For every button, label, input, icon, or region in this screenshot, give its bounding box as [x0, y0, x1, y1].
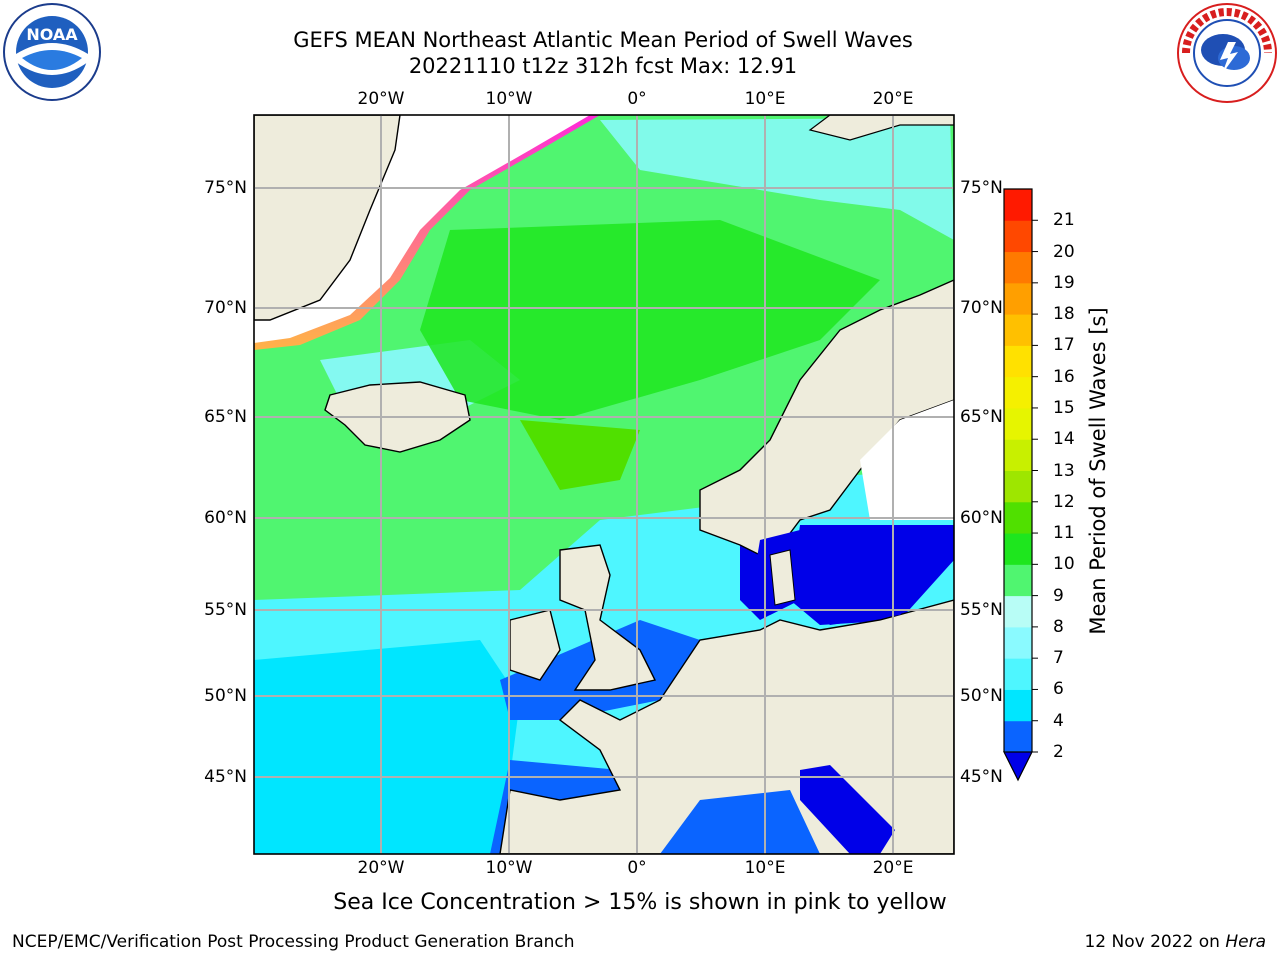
lon-label-bottom: 0°: [627, 858, 647, 878]
baltic-sea: [805, 525, 954, 625]
swell-band-4-6: [254, 640, 520, 854]
colorbar-level-label: 6: [1053, 679, 1064, 700]
denmark-land: [769, 549, 796, 606]
svg-text:NOAA: NOAA: [26, 25, 78, 44]
colorbar: [1003, 188, 1038, 782]
colorbar-level-label: 19: [1053, 272, 1075, 293]
chart-title: GEFS MEAN Northeast Atlantic Mean Period…: [293, 28, 913, 52]
graticule: [254, 115, 954, 854]
colorbar-title: Mean Period of Swell Waves [s]: [1086, 307, 1110, 635]
lat-label-right: 55°N: [960, 600, 1003, 620]
colorbar-level-label: 8: [1053, 616, 1064, 637]
swell-band-11-12: [520, 420, 640, 490]
footer-date: 12 Nov 2022 on Hera: [1084, 932, 1266, 952]
colorbar-swatch: [1004, 345, 1032, 378]
colorbar-swatch: [1004, 689, 1032, 722]
footer-credit: NCEP/EMC/Verification Post Processing Pr…: [12, 932, 575, 952]
colorbar-level-label: 14: [1053, 429, 1075, 450]
lon-label-top: 10°E: [744, 89, 786, 109]
colorbar-level-label: 11: [1053, 523, 1075, 544]
lon-label-bottom: 10°W: [485, 858, 533, 878]
colorbar-swatch: [1004, 564, 1032, 597]
colorbar-swatch: [1004, 314, 1032, 346]
colorbar-level-label: 7: [1053, 648, 1064, 669]
colorbar-level-label: 16: [1053, 366, 1075, 387]
colorbar-swatch: [1004, 595, 1032, 628]
footer-date-text: 12 Nov 2022 on: [1084, 932, 1220, 952]
colorbar-swatch: [1004, 720, 1032, 753]
lat-label-left: 45°N: [204, 767, 247, 787]
colorbar-level-label: 4: [1053, 710, 1064, 731]
great-britain-land: [559, 544, 657, 691]
colorbar-swatch: [1004, 189, 1032, 221]
lon-label-bottom: 20°E: [872, 858, 914, 878]
lat-label-left: 60°N: [204, 508, 247, 528]
colorbar-level-label: 20: [1053, 241, 1075, 262]
colorbar-swatch: [1004, 220, 1032, 253]
colorbar-swatch: [1004, 501, 1032, 534]
chart-subtitle: 20221110 t12z 312h fcst Max: 12.91: [408, 54, 798, 78]
colorbar-level-label: 12: [1053, 491, 1075, 512]
map-frame: [253, 114, 955, 855]
lon-label-top: 20°W: [357, 89, 405, 109]
noaa-logo: NOAA: [3, 3, 101, 101]
colorbar-level-label: 10: [1053, 554, 1075, 575]
colorbar-level-label: 15: [1053, 397, 1075, 418]
colorbar-swatch: [1004, 533, 1032, 565]
colorbar-level-label: 13: [1053, 460, 1075, 481]
colorbar-level-label: 21: [1053, 210, 1075, 231]
lat-label-left: 65°N: [204, 407, 247, 427]
colorbar-level-label: 18: [1053, 304, 1075, 325]
lat-label-right: 60°N: [960, 508, 1003, 528]
colorbar-swatch: [1004, 658, 1032, 690]
lat-label-right: 65°N: [960, 407, 1003, 427]
colorbar-swatch: [1004, 376, 1032, 409]
colorbar-swatch: [1004, 251, 1032, 284]
lon-label-top: 0°: [627, 89, 647, 109]
colorbar-swatch: [1004, 626, 1032, 659]
gulf-of-bothnia: [860, 400, 954, 520]
lat-label-right: 70°N: [960, 298, 1003, 318]
lon-label-top: 10°W: [485, 89, 533, 109]
colorbar-swatch: [1004, 470, 1032, 503]
colorbar-swatch: [1004, 439, 1032, 471]
swell-band-8-9-north: [600, 118, 954, 240]
lon-label-top: 20°E: [872, 89, 914, 109]
lat-label-right: 75°N: [960, 178, 1003, 198]
footer-machine: Hera: [1225, 932, 1266, 952]
sea-ice-note: Sea Ice Concentration > 15% is shown in …: [333, 890, 947, 915]
svalbard-land: [808, 115, 954, 141]
lat-label-right: 45°N: [960, 767, 1003, 787]
colorbar-level-label: 2: [1053, 742, 1064, 762]
adriatic-sea: [800, 765, 895, 854]
colorbar-under-arrow: [1003, 751, 1033, 782]
lat-label-left: 70°N: [204, 298, 247, 318]
colorbar-swatch: [1004, 282, 1032, 315]
lat-label-left: 55°N: [204, 600, 247, 620]
lon-label-bottom: 20°W: [357, 858, 405, 878]
colorbar-level-label: 17: [1053, 335, 1075, 356]
nws-logo: [1177, 3, 1277, 103]
mediterranean-sea: [660, 790, 820, 854]
greenland-land: [254, 115, 401, 321]
colorbar-swatch: [1004, 407, 1032, 440]
lat-label-right: 50°N: [960, 686, 1003, 706]
lat-label-left: 75°N: [204, 178, 247, 198]
lat-label-left: 50°N: [204, 686, 247, 706]
colorbar-level-label: 9: [1053, 585, 1064, 606]
lon-label-bottom: 10°E: [744, 858, 786, 878]
